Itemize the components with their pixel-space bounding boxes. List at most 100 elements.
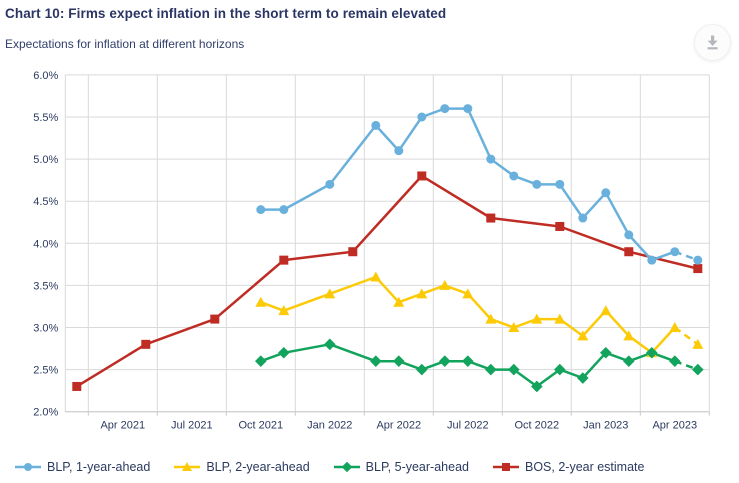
data-point-blp-1-year-ahead[interactable] — [394, 146, 404, 156]
data-point-blp-2-year-ahead[interactable] — [554, 313, 566, 324]
data-point-blp-5-year-ahead[interactable] — [324, 338, 336, 351]
data-point-blp-5-year-ahead[interactable] — [255, 355, 267, 367]
data-point-blp-1-year-ahead[interactable] — [463, 104, 473, 114]
x-axis-label: Jan 2022 — [307, 420, 352, 432]
legend-item-bos-2-year-estimate[interactable]: BOS, 2-year estimate — [492, 460, 645, 474]
data-point-blp-5-year-ahead[interactable] — [416, 363, 428, 376]
data-point-bos-2-year-estimate[interactable] — [141, 339, 151, 349]
data-point-blp-1-year-ahead[interactable] — [486, 154, 496, 164]
y-axis-label: 5.0% — [33, 154, 58, 166]
data-point-blp-2-year-ahead[interactable] — [577, 330, 589, 341]
data-point-bos-2-year-estimate[interactable] — [279, 255, 289, 265]
data-point-bos-2-year-estimate[interactable] — [624, 247, 634, 257]
legend-marker-shape — [341, 461, 352, 473]
x-axis-label: Oct 2022 — [514, 420, 559, 432]
x-axis-label: Apr 2023 — [652, 420, 697, 432]
data-point-blp-1-year-ahead[interactable] — [371, 120, 381, 130]
data-point-blp-1-year-ahead[interactable] — [578, 213, 588, 223]
legend-label: BLP, 1-year-ahead — [47, 460, 151, 474]
data-point-blp-2-year-ahead[interactable] — [278, 305, 290, 316]
plot-area: 6.0% 5.5% 5.0% 4.5% 4.0% 3.5% 3.0% 2.5% 2.0% Apr … — [33, 70, 710, 432]
y-axis-label: 3.0% — [33, 323, 58, 335]
legend-label: BLP, 2-year-ahead — [206, 460, 310, 474]
data-point-blp-5-year-ahead[interactable] — [278, 346, 290, 359]
legend-marker-blp-1-year-ahead-icon — [15, 463, 41, 471]
data-point-blp-2-year-ahead[interactable] — [393, 296, 405, 307]
legend-label: BOS, 2-year estimate — [524, 460, 645, 474]
legend: BLP, 1-year-ahead BLP, 2-year-ahead BLP, 5… — [14, 454, 644, 480]
data-point-blp-1-year-ahead[interactable] — [440, 104, 450, 114]
data-point-blp-2-year-ahead[interactable] — [416, 288, 428, 299]
data-point-blp-1-year-ahead[interactable] — [279, 205, 289, 215]
data-point-blp-5-year-ahead[interactable] — [669, 355, 681, 367]
data-point-blp-1-year-ahead[interactable] — [555, 179, 565, 189]
data-point-blp-5-year-ahead[interactable] — [600, 346, 612, 359]
legend-marker-shape — [182, 462, 193, 471]
data-point-blp-5-year-ahead[interactable] — [554, 363, 566, 376]
data-point-blp-1-year-ahead[interactable] — [693, 255, 703, 265]
data-point-blp-1-year-ahead[interactable] — [670, 247, 680, 257]
data-point-blp-2-year-ahead[interactable] — [600, 305, 612, 316]
y-axis-label: 2.0% — [33, 407, 58, 419]
data-point-blp-1-year-ahead[interactable] — [647, 255, 657, 265]
y-axis-label: 3.5% — [33, 280, 58, 292]
y-axis-label: 6.0% — [33, 70, 58, 82]
legend-item-blp-2-year-ahead[interactable]: BLP, 2-year-ahead — [173, 460, 310, 474]
data-point-blp-2-year-ahead[interactable] — [462, 288, 474, 299]
data-point-bos-2-year-estimate[interactable] — [486, 213, 496, 223]
data-point-blp-5-year-ahead[interactable] — [462, 355, 474, 367]
legend-marker-blp-5-year-ahead-icon — [333, 461, 360, 473]
data-point-blp-2-year-ahead[interactable] — [531, 313, 543, 324]
legend-item-blp-1-year-ahead[interactable]: BLP, 1-year-ahead — [14, 460, 150, 474]
data-point-blp-5-year-ahead[interactable] — [531, 380, 543, 393]
x-axis-label: Apr 2022 — [376, 420, 421, 432]
data-point-blp-1-year-ahead[interactable] — [509, 171, 519, 181]
data-point-bos-2-year-estimate[interactable] — [348, 247, 358, 257]
legend-marker-shape — [24, 463, 32, 471]
data-point-blp-2-year-ahead[interactable] — [324, 288, 336, 299]
legend-item-blp-5-year-ahead[interactable]: BLP, 5-year-ahead — [333, 460, 469, 474]
chart-title: Chart 10: Firms expect inflation in the … — [5, 6, 447, 21]
data-point-bos-2-year-estimate[interactable] — [210, 314, 220, 324]
data-point-blp-5-year-ahead[interactable] — [646, 346, 658, 359]
data-point-blp-5-year-ahead[interactable] — [508, 363, 520, 376]
y-axis-label: 4.0% — [33, 238, 58, 250]
data-point-blp-5-year-ahead[interactable] — [485, 363, 497, 376]
data-point-blp-2-year-ahead[interactable] — [692, 338, 704, 349]
data-point-blp-1-year-ahead[interactable] — [532, 179, 542, 189]
chart-subtitle: Expectations for inflation at different … — [5, 37, 245, 51]
data-point-blp-1-year-ahead[interactable] — [601, 188, 611, 198]
download-button[interactable] — [694, 24, 731, 61]
x-axis-label: Oct 2021 — [238, 420, 283, 432]
data-point-bos-2-year-estimate[interactable] — [417, 171, 427, 181]
series-line-blp-1-year-ahead — [260, 107, 676, 262]
series-line-bos-2-year-estimate — [76, 174, 699, 388]
data-point-bos-2-year-estimate[interactable] — [693, 264, 703, 274]
data-point-blp-5-year-ahead[interactable] — [692, 363, 704, 376]
download-icon — [707, 35, 718, 50]
data-point-blp-2-year-ahead[interactable] — [439, 279, 451, 290]
data-point-bos-2-year-estimate[interactable] — [555, 221, 565, 231]
data-point-blp-1-year-ahead[interactable] — [325, 179, 335, 189]
x-axis-label: Apr 2021 — [100, 420, 145, 432]
data-point-blp-5-year-ahead[interactable] — [577, 372, 589, 384]
data-point-blp-5-year-ahead[interactable] — [370, 355, 382, 367]
data-point-blp-1-year-ahead[interactable] — [624, 230, 634, 240]
data-point-blp-2-year-ahead[interactable] — [669, 322, 681, 332]
data-point-blp-2-year-ahead[interactable] — [370, 271, 382, 282]
data-point-blp-2-year-ahead[interactable] — [485, 313, 497, 324]
data-point-blp-1-year-ahead[interactable] — [417, 112, 427, 122]
legend-marker-bos-2-year-estimate-icon — [492, 463, 519, 471]
data-point-blp-5-year-ahead[interactable] — [393, 355, 405, 367]
data-point-blp-5-year-ahead[interactable] — [439, 355, 451, 367]
data-point-blp-1-year-ahead[interactable] — [256, 205, 266, 215]
legend-marker-blp-2-year-ahead-icon — [174, 462, 201, 471]
data-point-blp-2-year-ahead[interactable] — [508, 322, 520, 332]
y-axis-label: 5.5% — [33, 112, 58, 124]
data-point-blp-2-year-ahead[interactable] — [255, 296, 267, 307]
data-point-blp-5-year-ahead[interactable] — [623, 355, 635, 367]
data-point-blp-2-year-ahead[interactable] — [623, 330, 635, 341]
legend-marker-shape — [501, 463, 510, 471]
data-point-bos-2-year-estimate[interactable] — [72, 381, 82, 391]
y-axis-label: 4.5% — [33, 196, 58, 208]
